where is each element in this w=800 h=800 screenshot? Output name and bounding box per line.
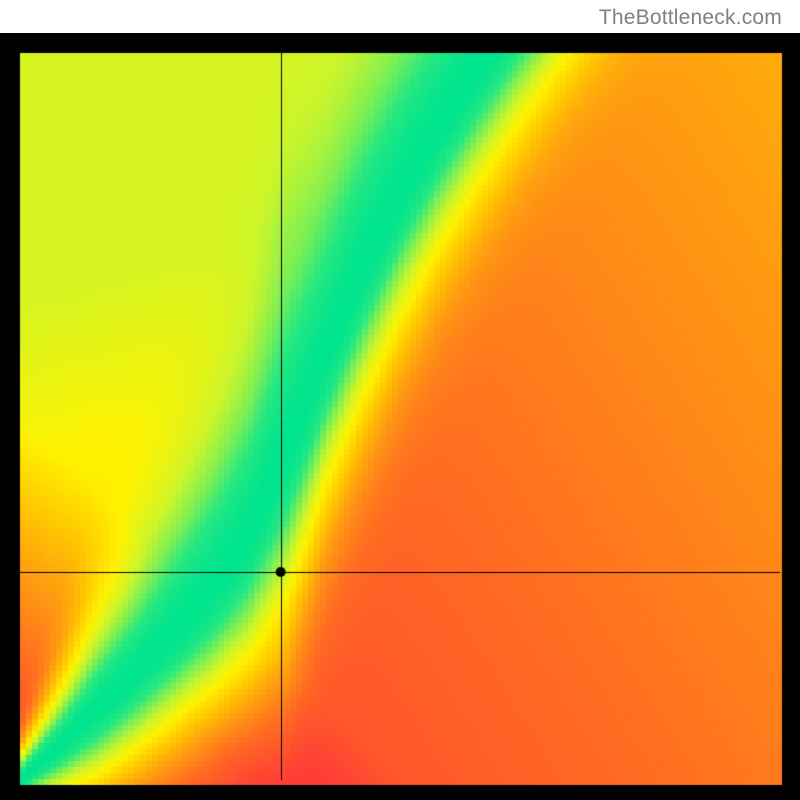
chart-container: TheBottleneck.com (0, 0, 800, 800)
watermark-text: TheBottleneck.com (599, 6, 782, 30)
heatmap-canvas (0, 33, 800, 800)
